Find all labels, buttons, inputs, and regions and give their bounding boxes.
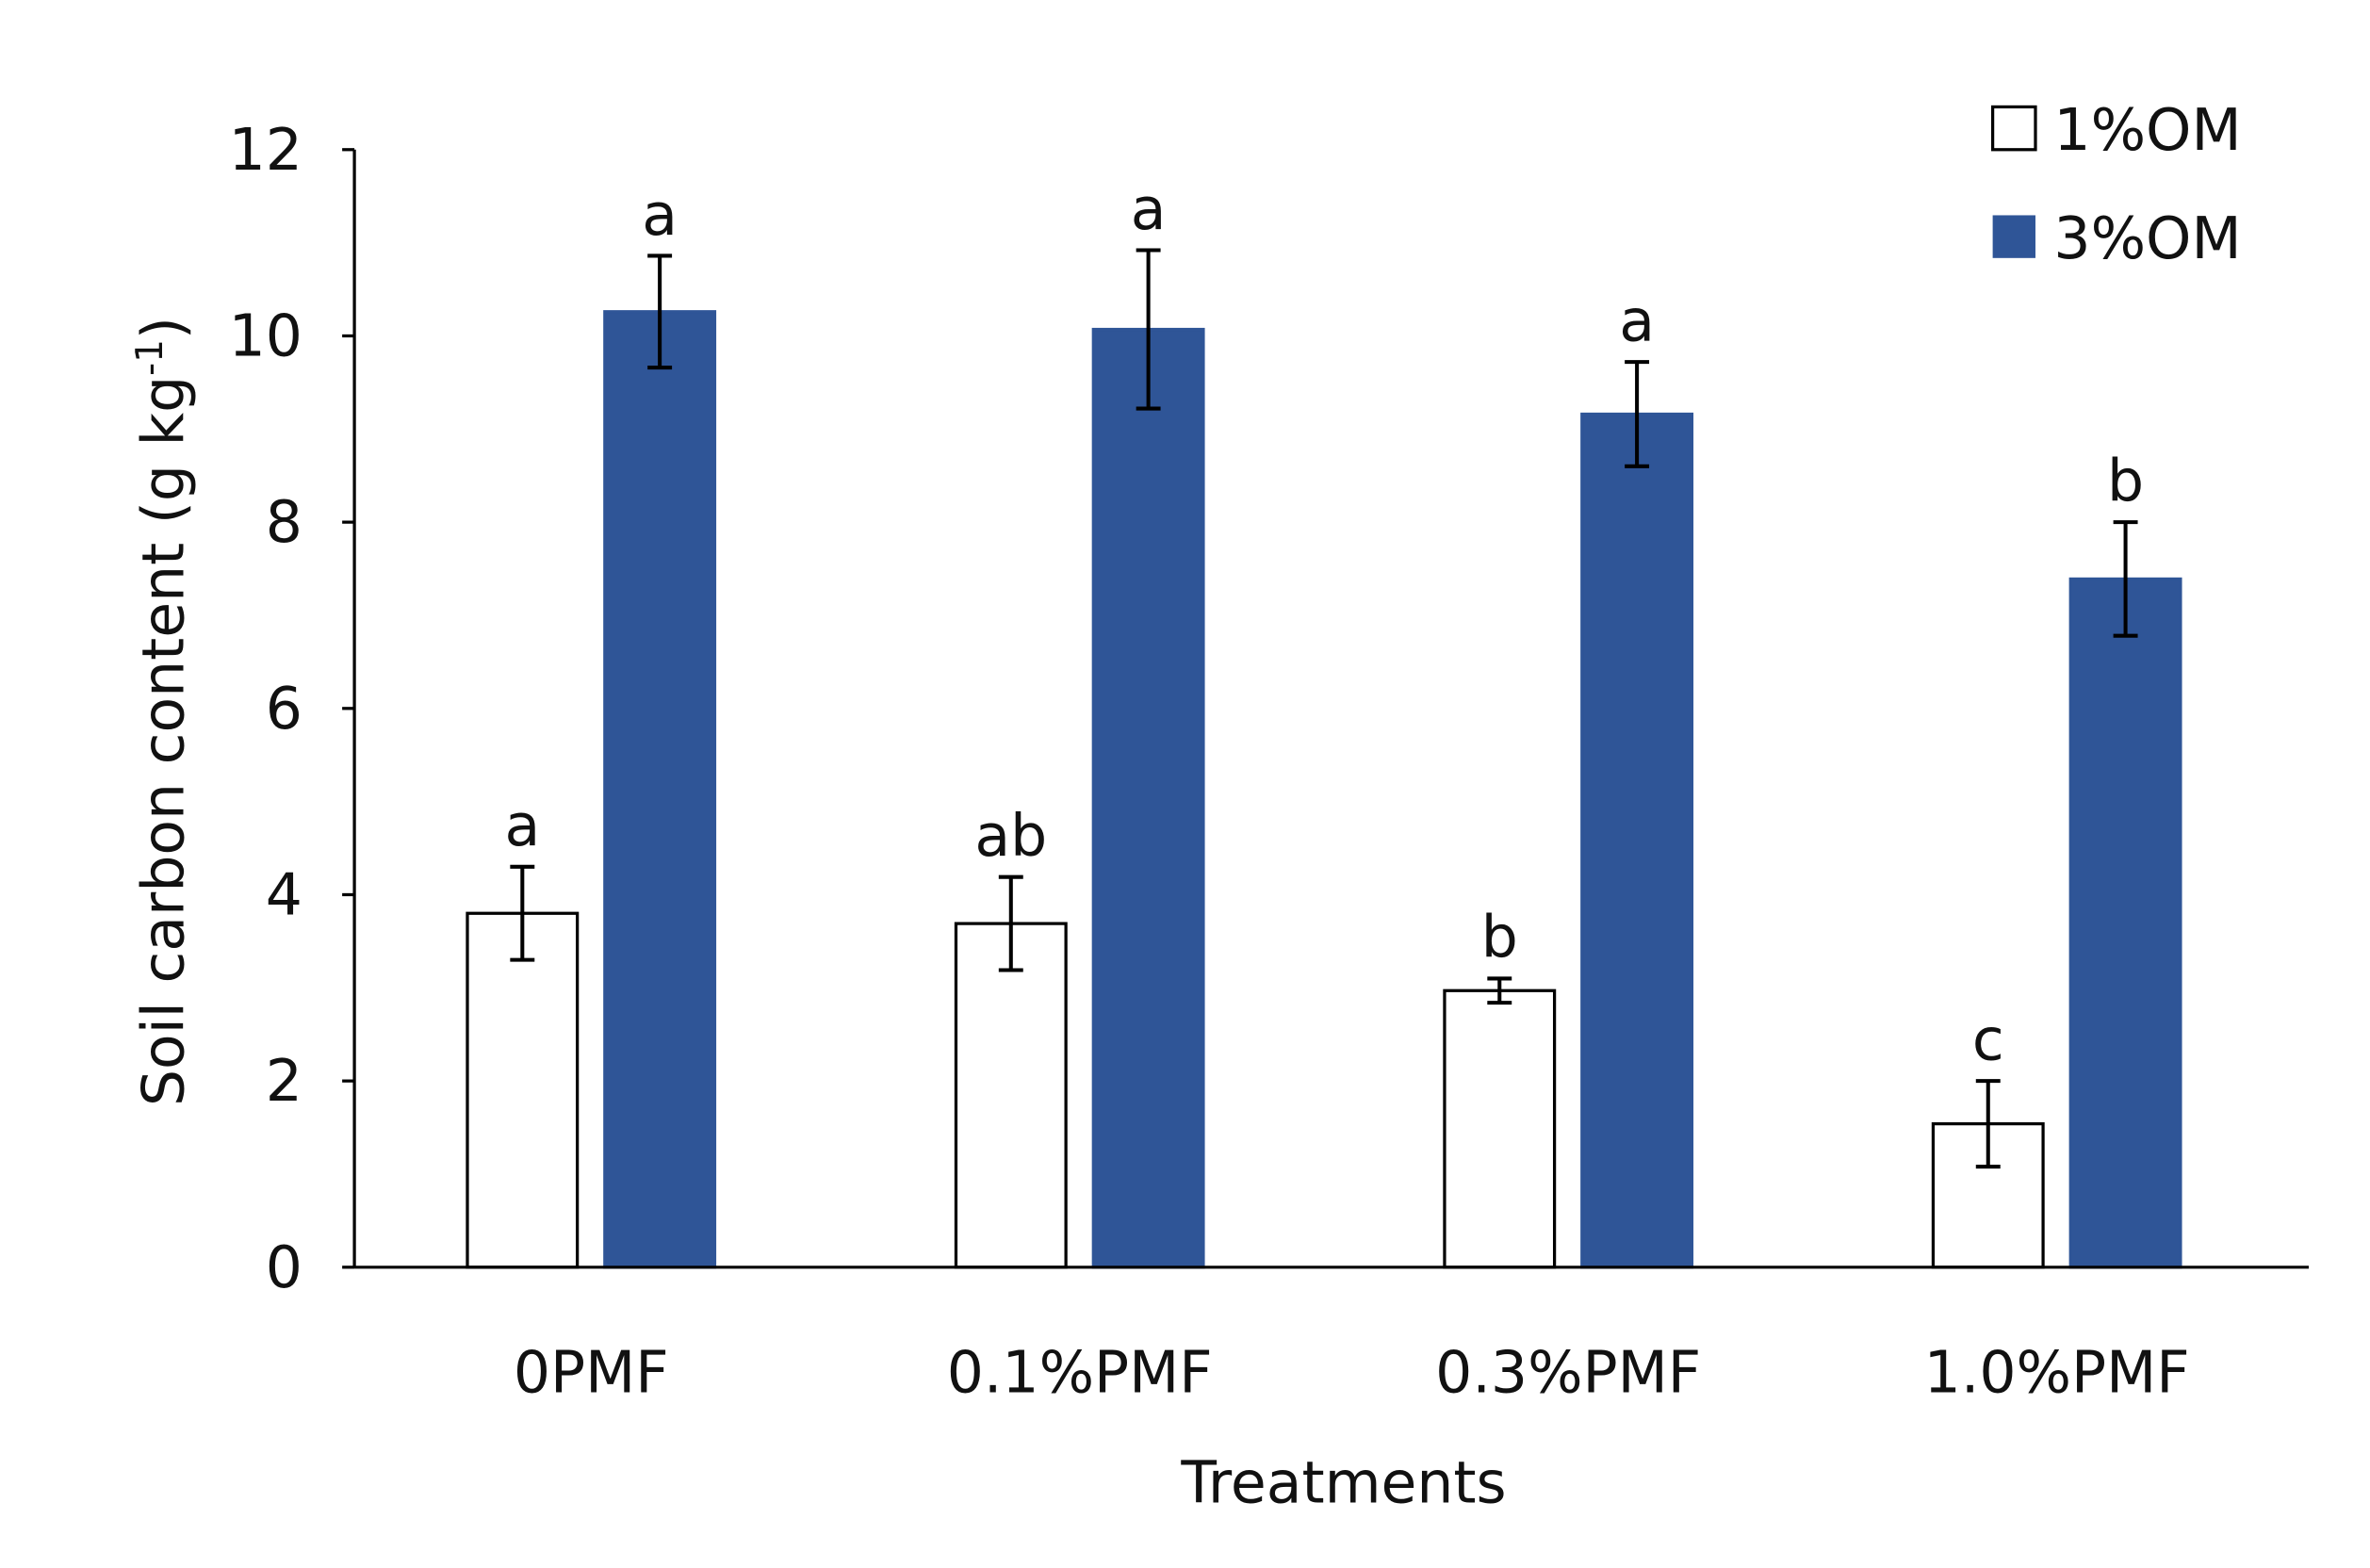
legend-swatch-3pct-om <box>1992 215 2035 258</box>
y-axis-label-end: ) <box>130 317 198 339</box>
significance-letter: c <box>1972 1005 2004 1073</box>
y-axis-label-superscript: -1 <box>129 339 172 376</box>
bar-1pct-om-1 <box>954 922 1068 1269</box>
x-tick-label: 0.1%PMF <box>947 1339 1213 1407</box>
x-ticks: 0PMF 0.1%PMF 0.3%PMF 1.0%PMF <box>514 1339 2190 1407</box>
bar-3pct-om-0 <box>603 310 717 1269</box>
significance-letter: ab <box>974 802 1047 870</box>
significance-letter: a <box>642 181 678 249</box>
y-tick-label: 12 <box>229 116 302 184</box>
significance-letter: a <box>1131 175 1167 243</box>
bar-1pct-om-0 <box>466 911 580 1269</box>
y-axis-label-text: Soil carbon content (g kg <box>130 376 198 1106</box>
y-tick-label: 8 <box>266 488 302 556</box>
y-tick-label: 4 <box>266 861 302 929</box>
bar-3pct-om-1 <box>1091 327 1205 1269</box>
significance-letter: b <box>2107 447 2144 514</box>
x-axis-label: Treatments <box>1180 1448 1506 1516</box>
significance-letter: a <box>1619 286 1655 354</box>
bar-3pct-om-2 <box>1580 412 1694 1269</box>
y-tick-label: 10 <box>229 302 302 370</box>
legend-label-1pct-om: 1%OM <box>2053 96 2241 164</box>
legend: 1%OM 3%OM <box>1990 96 2242 272</box>
y-tick-label: 2 <box>266 1047 302 1115</box>
legend-swatch-1pct-om <box>1990 105 2037 152</box>
legend-label-3pct-om: 3%OM <box>2053 204 2241 272</box>
bar-1pct-om-2 <box>1443 988 1557 1269</box>
significance-letter: b <box>1481 904 1518 972</box>
y-axis-label: Soil carbon content (g kg-1) <box>129 317 198 1106</box>
y-tick-label: 0 <box>266 1233 302 1301</box>
x-tick-label: 1.0%PMF <box>1924 1339 2190 1407</box>
x-tick-label: 0.3%PMF <box>1435 1339 1701 1407</box>
y-tick-label: 6 <box>266 675 302 743</box>
x-tick-label: 0PMF <box>514 1339 669 1407</box>
y-ticks: 0 2 4 6 8 10 12 <box>229 116 355 1301</box>
bar-3pct-om-3 <box>2068 577 2182 1269</box>
significance-letter: a <box>504 792 540 859</box>
